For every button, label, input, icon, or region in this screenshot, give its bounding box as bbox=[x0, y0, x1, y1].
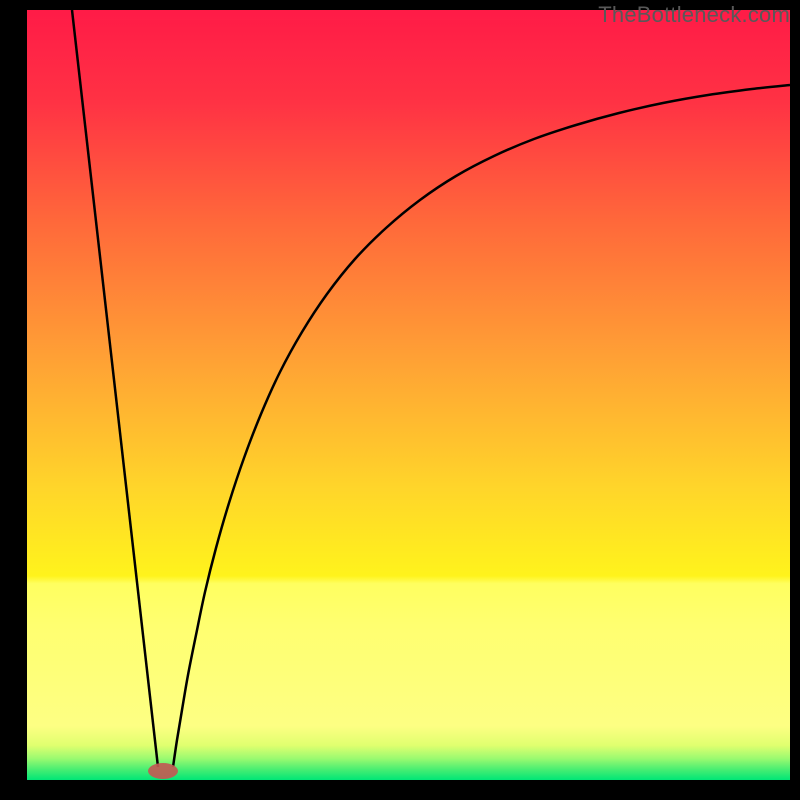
gradient-background bbox=[27, 10, 790, 780]
plot-area bbox=[27, 10, 790, 780]
bottleneck-chart bbox=[0, 0, 800, 800]
marker-ellipse bbox=[148, 763, 178, 779]
attribution-label: TheBottleneck.com bbox=[598, 2, 790, 28]
chart-container: TheBottleneck.com bbox=[0, 0, 800, 800]
